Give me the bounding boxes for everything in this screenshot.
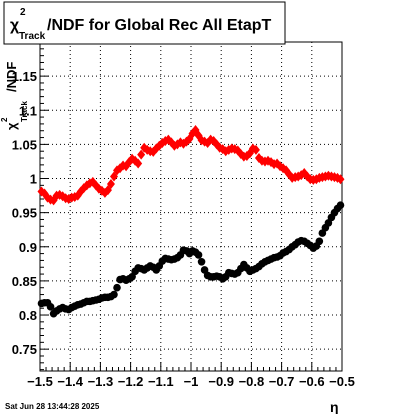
x-tick-label: −0.5 — [329, 374, 355, 389]
x-tick-label: −1.1 — [148, 374, 174, 389]
x-tick-label: −1.4 — [57, 374, 83, 389]
title-superscript: 2 — [20, 7, 26, 18]
grid — [40, 42, 342, 371]
data-point-black-circle — [113, 283, 121, 292]
x-tick-label: −0.9 — [208, 374, 234, 389]
data-point-red-diamond — [122, 161, 131, 172]
title-subscript: Track — [19, 31, 46, 42]
data-point-black-circle — [336, 201, 345, 209]
y-tick-label: 0.85 — [12, 274, 37, 289]
data-point-red-diamond — [137, 149, 146, 160]
ylabel-chi: χ — [4, 122, 19, 130]
data-point-red-diamond — [134, 158, 143, 169]
data-point-black-circle — [194, 251, 203, 259]
axes: −1.5 −1.4 −1.3 −1.2 −1.1 −1 −0.9 −0.8 −0.7 −0.6 −0… — [12, 48, 355, 389]
y-tick-label: 0.95 — [12, 206, 37, 221]
data-point-red-diamond — [251, 144, 260, 155]
ylabel-text: /NDF — [4, 62, 19, 92]
series — [37, 125, 345, 318]
x-tick-label: −0.8 — [239, 374, 265, 389]
data-point-black-circle — [197, 257, 206, 266]
x-tick-label: −0.7 — [269, 374, 295, 389]
y-tick-label: 0.75 — [12, 342, 37, 357]
y-tick-label: 1 — [30, 172, 37, 187]
y-tick-label: 0.9 — [19, 240, 37, 255]
data-point-black-circle — [110, 290, 118, 299]
timestamp: Sat Jun 28 13:44:28 2025 — [5, 402, 100, 411]
y-axis-title: χ 2 Track /NDF — [0, 62, 29, 130]
x-tick-label: −1 — [184, 374, 199, 389]
x-axis-title: η — [330, 399, 339, 414]
data-point-red-diamond — [106, 178, 115, 189]
y-tick-label: 0.8 — [19, 308, 37, 323]
y-tick-label: 1.05 — [12, 137, 37, 152]
x-tick-label: −1.3 — [88, 374, 114, 389]
y-tick-label: 1.15 — [12, 69, 37, 84]
chart-title: χ 2 Track /NDF for Global Rec All EtapT — [3, 1, 286, 45]
y-tick-label: 1.1 — [19, 103, 37, 118]
data-point-black-circle — [315, 237, 324, 246]
ylabel-subscript: Track — [20, 101, 29, 122]
data-point-red-diamond — [336, 174, 345, 185]
data-point-black-circle — [46, 303, 55, 311]
x-tick-label: −1.5 — [27, 374, 53, 389]
x-tick-label: −0.6 — [299, 374, 325, 389]
title-text: /NDF for Global Rec All EtapT — [47, 17, 272, 34]
x-tick-label: −1.2 — [118, 374, 144, 389]
ylabel-superscript: 2 — [0, 117, 9, 122]
title-chi: χ — [10, 17, 20, 34]
title-box — [3, 1, 286, 45]
